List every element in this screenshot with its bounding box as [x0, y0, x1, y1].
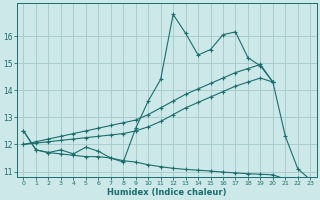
X-axis label: Humidex (Indice chaleur): Humidex (Indice chaleur): [107, 188, 227, 197]
